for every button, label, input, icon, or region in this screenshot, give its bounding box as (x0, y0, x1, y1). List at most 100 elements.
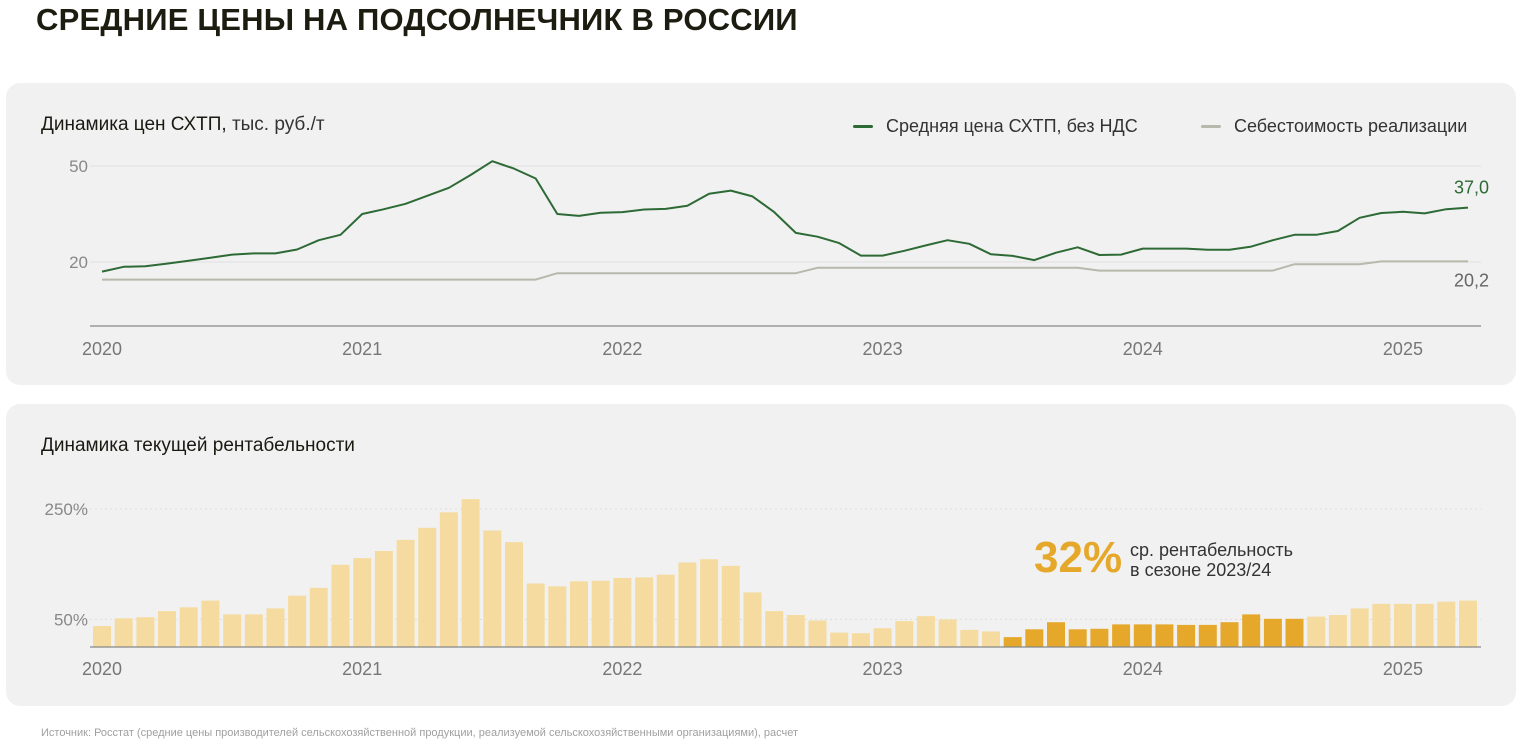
bar-x-tick-label: 2024 (1123, 659, 1163, 679)
profitability-bar (1155, 624, 1174, 647)
x-tick-label: 2024 (1123, 339, 1163, 359)
profitability-bar (158, 611, 176, 647)
profitability-bar (743, 592, 762, 647)
profitability-bar (1025, 629, 1044, 647)
price-end-label: 37,0 (1454, 178, 1489, 198)
profitability-bar (1242, 614, 1261, 647)
profitability-bar (1177, 624, 1196, 647)
legend-cost-label: Себестоимость реализации (1234, 116, 1468, 136)
legend-price: Средняя цена СХТП, без НДС (853, 116, 1138, 137)
profitability-bar (916, 616, 935, 647)
cost-end-label: 20,2 (1454, 270, 1489, 290)
profitability-bar (114, 618, 133, 647)
profitability-bar (396, 539, 415, 647)
profitability-bar (1003, 637, 1022, 647)
profitability-bar (461, 499, 480, 647)
profitability-bar (765, 611, 784, 647)
profitability-bar (136, 617, 155, 647)
profitability-bar (526, 583, 545, 647)
profitability-bar (244, 614, 263, 647)
profitability-bar (635, 577, 654, 647)
profitability-bar (1047, 622, 1065, 647)
profitability-bar (548, 586, 567, 647)
callout-text: ср. рентабельность в сезоне 2023/24 (1130, 540, 1293, 580)
profitability-bar (1459, 600, 1477, 647)
profitability-bar (1307, 616, 1326, 647)
legend-cost-swatch (1201, 125, 1221, 128)
profitability-bar (483, 530, 502, 647)
bar-x-tick-label: 2022 (602, 659, 642, 679)
profitability-bar (982, 631, 1000, 647)
bar-y-tick-label: 50% (54, 610, 88, 629)
profitability-bar (93, 626, 111, 647)
price-chart-unit: тыс. руб./т (231, 114, 325, 135)
bar-x-tick-label: 2021 (342, 659, 382, 679)
profitability-bar (656, 574, 675, 647)
legend-price-swatch (853, 125, 873, 128)
bar-x-tick-label: 2023 (863, 659, 903, 679)
profitability-bar (1263, 618, 1282, 647)
profitability-bar (353, 558, 372, 647)
profitability-bar (1350, 608, 1369, 647)
profitability-bar (288, 595, 307, 647)
profitability-bar (700, 559, 719, 647)
profitability-bar (613, 578, 632, 647)
callout-line-2: в сезоне 2023/24 (1130, 560, 1272, 580)
y-tick-label: 50 (69, 157, 88, 176)
y-tick-label: 20 (69, 253, 88, 272)
profitability-bar (1220, 622, 1239, 647)
profitability-bar (418, 527, 437, 647)
profitability-bar (439, 512, 458, 647)
profitability-bar (1437, 601, 1456, 647)
source-note: Источник: Росстат (средние цены производ… (41, 727, 799, 739)
profitability-chart-title: Динамика текущей рентабельности (41, 435, 355, 456)
price-chart-panel: Динамика цен СХТП, тыс. руб./т Средняя ц… (6, 83, 1516, 385)
profitability-bar (1068, 629, 1087, 647)
profitability-bar (851, 633, 870, 647)
profitability-bar (1372, 603, 1391, 647)
price-chart-title: Динамика цен СХТП, тыс. руб./т (41, 114, 325, 135)
profitability-bar (1394, 603, 1412, 647)
profitability-chart-panel: Динамика текущей рентабельности (6, 404, 1516, 706)
profitability-bar (830, 632, 849, 647)
profitability-bar (331, 564, 350, 647)
profitability-bar (505, 542, 523, 647)
callout-line-1: ср. рентабельность (1130, 540, 1294, 560)
x-tick-label: 2022 (602, 339, 642, 359)
profitability-bar (1415, 603, 1434, 647)
profitability-bar (201, 600, 220, 647)
x-tick-label: 2025 (1383, 339, 1423, 359)
profitability-bar (895, 621, 914, 647)
bar-x-tick-label: 2025 (1383, 659, 1423, 679)
profitability-bar (938, 619, 957, 647)
profitability-bar (960, 629, 979, 647)
profitability-bar (309, 587, 328, 647)
legend-cost: Себестоимость реализации (1201, 116, 1467, 137)
callout-value: 32% (1034, 533, 1123, 582)
legend-price-label: Средняя цена СХТП, без НДС (886, 116, 1138, 136)
profitability-bar (1328, 615, 1347, 647)
profitability-bar (873, 628, 892, 647)
bar-x-tick-label: 2020 (82, 659, 122, 679)
profitability-bar (678, 562, 697, 647)
profitability-bar (721, 565, 740, 647)
profitability-bar (223, 614, 242, 647)
bar-y-tick-label: 250% (45, 500, 88, 519)
profitability-bar (591, 580, 610, 647)
price-series-line (101, 160, 1469, 273)
profitability-bar (1133, 624, 1152, 647)
profitability-bar (808, 620, 827, 647)
profitability-bar (374, 551, 393, 647)
profitability-bar (179, 607, 198, 647)
profitability-bar (1112, 624, 1131, 647)
page-title: СРЕДНИЕ ЦЕНЫ НА ПОДСОЛНЕЧНИК В РОССИИ (36, 2, 798, 37)
profitability-bar (1285, 618, 1304, 647)
cost-series-line (102, 260, 1468, 281)
profitability-bar (1090, 628, 1109, 647)
profitability-bar (786, 615, 805, 647)
x-tick-label: 2021 (342, 339, 382, 359)
profitability-bar (1198, 624, 1217, 647)
profitability-bar (570, 581, 588, 647)
x-tick-label: 2023 (863, 339, 903, 359)
